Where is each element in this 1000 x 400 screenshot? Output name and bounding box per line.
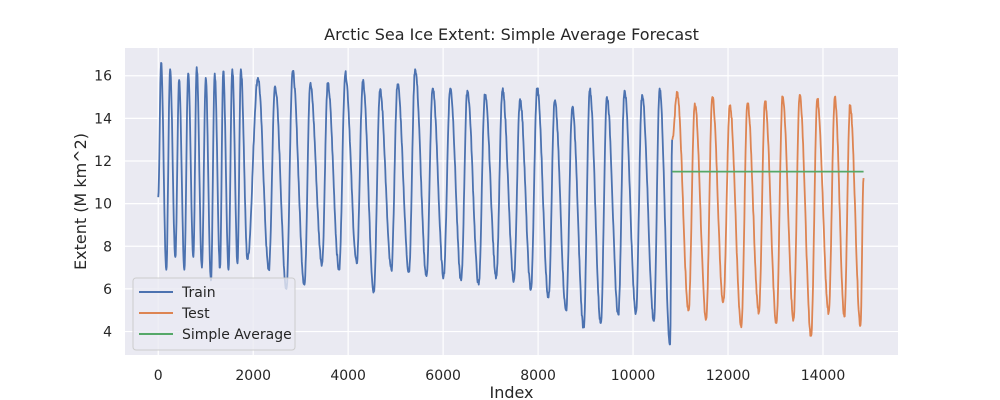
legend-label-test: Test [181,306,210,322]
train-line [157,62,674,346]
test-line [671,90,865,337]
y-tick-label: 12 [94,154,112,170]
tick-labels: 0 2000 4000 6000 8000 10000 12000 14000 4 6 8 10 12 1… [94,69,845,384]
x-tick-label: 4000 [330,368,366,384]
x-tick-label: 12000 [706,368,751,384]
y-tick-label: 14 [94,111,112,127]
legend-label-train: Train [181,285,216,301]
x-tick-label: 2000 [235,368,271,384]
x-tick-label: 10000 [611,368,656,384]
y-tick-label: 8 [103,239,112,255]
legend-label-simple-average: Simple Average [182,327,292,343]
y-axis-label: Extent (M km^2) [71,133,90,270]
chart-title: Arctic Sea Ice Extent: Simple Average Fo… [324,25,699,44]
x-axis-label: Index [489,383,533,400]
legend: Train Test Simple Average [132,277,296,351]
y-tick-label: 4 [103,325,112,341]
y-tick-label: 6 [103,282,112,298]
series-layer [157,62,865,346]
y-tick-label: 10 [94,197,112,213]
x-tick-label: 8000 [520,368,556,384]
x-tick-label: 14000 [801,368,846,384]
y-tick-label: 16 [94,69,112,85]
x-tick-label: 0 [154,368,163,384]
x-tick-label: 6000 [425,368,461,384]
legend-box [132,277,296,351]
